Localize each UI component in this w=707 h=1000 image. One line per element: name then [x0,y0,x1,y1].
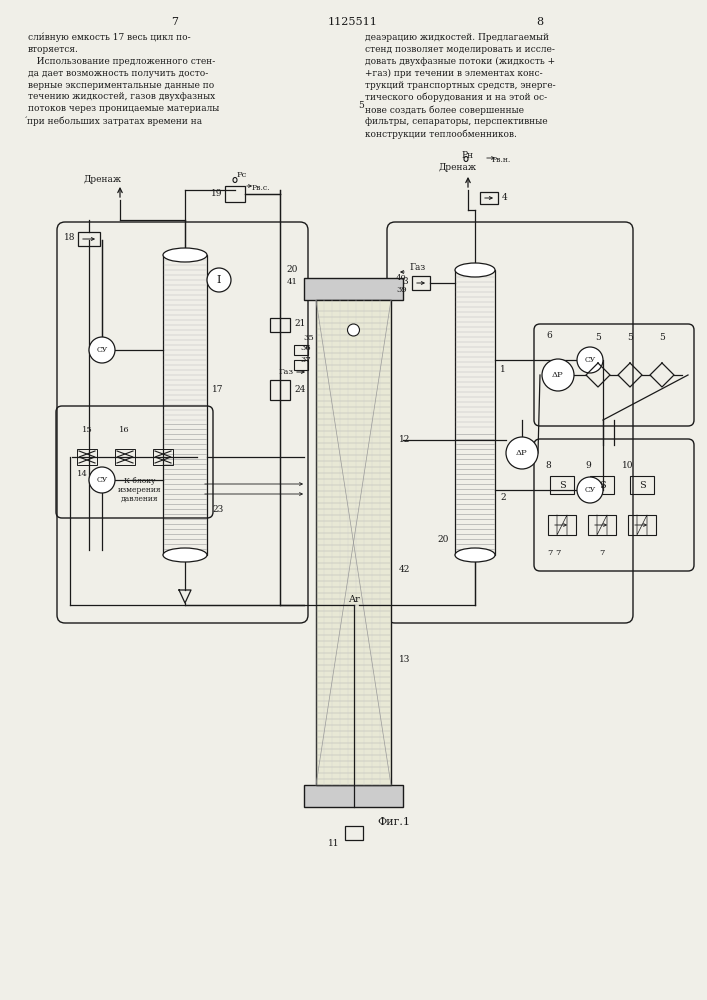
Text: 7: 7 [547,549,553,557]
Text: деаэрацию жидкостей. Предлагаемый
стенд позволяет моделировать и иссле-
довать д: деаэрацию жидкостей. Предлагаемый стенд … [365,33,556,139]
Text: Ar: Ar [348,595,359,604]
Bar [270,380,290,400]
Ellipse shape [163,248,207,262]
Text: Газ: Газ [409,263,425,272]
Text: СУ: СУ [96,346,107,354]
Bar [590,476,614,494]
Circle shape [542,359,574,391]
Text: 18: 18 [64,233,75,242]
Text: ΔP: ΔP [552,371,563,379]
Text: 35: 35 [303,334,314,342]
Text: 42: 42 [399,566,410,574]
Bar [153,449,173,465]
Circle shape [348,324,359,336]
Text: СУ: СУ [585,356,595,364]
Text: 37: 37 [300,356,311,364]
Text: 7: 7 [600,549,604,557]
Text: 20: 20 [437,536,448,544]
Text: Использование предложенного стен-
да дает возможность получить досто-
верные экс: Использование предложенного стен- да дае… [28,57,219,126]
Text: 4: 4 [502,194,508,202]
Text: К блоку
измерения
давления: К блоку измерения давления [118,477,161,503]
Text: 8: 8 [545,460,551,470]
Text: 10: 10 [622,460,633,470]
Text: 41: 41 [287,278,298,286]
Bar [412,276,430,290]
Bar [480,192,498,204]
Bar [550,476,574,494]
Text: 39: 39 [396,286,407,294]
Bar [78,232,100,246]
Circle shape [89,337,115,363]
Text: Дренаж: Дренаж [84,176,122,184]
Text: 23: 23 [212,506,223,514]
Bar [294,345,308,355]
Text: 1: 1 [500,365,506,374]
Text: 5: 5 [627,334,633,342]
Bar [225,186,245,202]
Bar [163,255,207,555]
Circle shape [89,467,115,493]
Text: 8: 8 [537,17,544,27]
Circle shape [506,437,538,469]
Text: 9: 9 [585,460,591,470]
Text: 6: 6 [546,330,551,340]
Text: 17: 17 [212,385,223,394]
Text: СУ: СУ [585,486,595,494]
Text: 16: 16 [119,426,129,434]
Bar [304,785,403,807]
Text: 20: 20 [286,265,298,274]
Text: Рв.н.: Рв.н. [492,156,511,164]
Text: Рв.с.: Рв.с. [252,184,271,192]
Text: S: S [559,481,566,489]
Bar [548,515,576,535]
Text: 15: 15 [81,426,93,434]
Text: 2: 2 [500,493,506,502]
Text: 21: 21 [294,320,305,328]
Bar [316,300,391,785]
Text: ΔP: ΔP [516,449,528,457]
Text: сли́вную емкость 17 весь цикл по-
вторяется.: сли́вную емкость 17 весь цикл по- вторяе… [28,33,191,54]
Bar [344,826,363,840]
Circle shape [577,477,603,503]
Text: 13: 13 [399,656,410,664]
Bar [270,318,290,332]
Text: Дренаж: Дренаж [439,163,477,172]
Text: Рн: Рн [462,150,474,159]
Text: 12: 12 [399,436,410,444]
Text: 36: 36 [300,344,311,352]
Text: 1125511: 1125511 [328,17,378,27]
Text: S: S [638,481,645,489]
Text: I: I [217,275,221,285]
Bar [588,515,616,535]
Bar [628,515,656,535]
Circle shape [207,268,231,292]
Text: 5: 5 [358,101,364,109]
Circle shape [577,347,603,373]
Text: 19: 19 [211,190,222,198]
Text: Фиг.1: Фиг.1 [377,817,410,827]
Text: СУ: СУ [96,476,107,484]
Text: 7: 7 [555,549,561,557]
Bar [115,449,135,465]
Text: 14: 14 [76,470,88,478]
Text: 7: 7 [172,17,178,27]
Text: Рс: Рс [237,171,247,179]
Bar [455,270,495,555]
Ellipse shape [455,263,495,277]
Ellipse shape [455,548,495,562]
Bar [77,449,97,465]
Text: S: S [599,481,605,489]
Text: Газ: Газ [279,368,293,376]
Bar [294,360,308,370]
Text: 3: 3 [402,277,408,286]
Bar [304,278,403,300]
Ellipse shape [163,548,207,562]
Text: 40: 40 [396,274,407,282]
Bar [630,476,654,494]
Text: 5: 5 [659,334,665,342]
Text: 11: 11 [328,838,339,848]
Text: 24: 24 [294,385,305,394]
Text: 5: 5 [595,334,601,342]
